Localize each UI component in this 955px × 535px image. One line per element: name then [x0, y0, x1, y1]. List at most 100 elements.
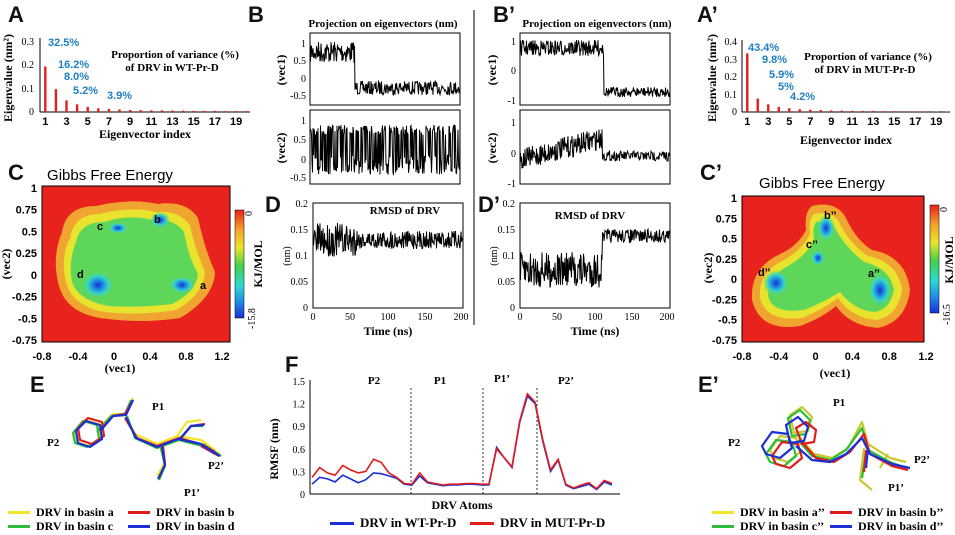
eigenvalue-bar	[893, 111, 896, 112]
panel-cp-yticks: 1 0.75 0.5 0.25 0 -0.25 -0.5 -0.75	[712, 193, 737, 347]
x-tick-label: 7	[106, 116, 112, 128]
panel-ap-pct-2: 9.8%	[762, 54, 787, 66]
eigenvalue-bar	[767, 104, 770, 112]
eigenvalue-bar	[192, 110, 195, 112]
panel-b-bot-ytick: 1	[301, 116, 306, 127]
panel-cp-basin-d-well	[763, 270, 789, 296]
y-tick-label: 0.75	[716, 213, 737, 225]
x-tick-label: 7	[807, 116, 813, 128]
panel-label-f: F	[285, 352, 299, 377]
eigenvalue-bar	[54, 89, 58, 112]
panel-a-pct-1: 32.5%	[48, 37, 79, 49]
panel-a-prime-eigenvalue-chart: 0 0.1 0.2 0.3 0.4 1 3 5 7 9 11 13 15 17 19 Eigenv…	[705, 34, 950, 147]
legend-e-d-text: DRV in basin d	[156, 519, 235, 533]
panel-d-xtick: 100	[381, 312, 396, 323]
y-tick-label: -0.75	[12, 335, 37, 347]
y-tick-label: 1.2	[293, 400, 306, 411]
panel-ap-ylabel: Eigenvalue (nm²)	[705, 34, 719, 122]
legend-f-mut-text: DRV in MUT-Pr-D	[500, 515, 606, 530]
x-tick-label: -0.4	[69, 351, 89, 363]
panel-bp-vec2-label: (vec2)	[485, 133, 499, 164]
panel-a-pct-5: 3.9%	[107, 90, 132, 102]
panel-bp-vec1-label: (vec1)	[485, 55, 499, 86]
x-tick-label: 3	[765, 116, 771, 128]
panel-dp-title: RMSD of DRV	[555, 210, 626, 222]
y-tick-label: 0.25	[16, 248, 37, 260]
x-tick-label: 0.8	[882, 351, 897, 363]
panel-e-ligand-blue	[74, 399, 221, 480]
x-tick-label: 13	[867, 116, 879, 128]
panel-ep-label: P2	[728, 437, 741, 449]
panel-c-basin-label: a	[200, 280, 207, 292]
panel-b-top-ytick: 0.5	[294, 56, 307, 67]
eigenvalue-bar	[924, 111, 927, 112]
panel-c-colorbar-label: KJ/MOL	[251, 240, 265, 287]
eigenvalue-bar	[851, 110, 854, 112]
panel-label-d: D	[265, 192, 281, 217]
panel-ap-xlabel: Eigenvector index	[800, 133, 892, 147]
legend-ep-d-text: DRV in basin d’’	[858, 519, 944, 533]
x-tick-label: 15	[188, 116, 200, 128]
panel-f-wt-series	[311, 394, 613, 491]
panel-cp-colorbar-label: KJ/MOL	[942, 236, 955, 283]
panel-d-xlabel: Time (ns)	[364, 324, 413, 338]
x-tick-label: 11	[846, 116, 858, 128]
panel-a-bars	[44, 66, 248, 112]
eigenvalue-bar	[86, 106, 89, 112]
y-tick-label: 0.75	[16, 205, 37, 217]
legend-e-a-text: DRV in basin a	[36, 505, 114, 519]
panel-b-top-ytick: 1	[301, 39, 306, 50]
panel-c-ylabel: (vec2)	[0, 249, 13, 280]
y-tick-label: 0.25	[716, 254, 737, 266]
panel-ap-pct-3: 5.9%	[769, 69, 794, 81]
y-tick-label: 1.5	[293, 377, 306, 388]
x-tick-label: 19	[930, 116, 942, 128]
eigenvalue-bar	[840, 110, 843, 112]
panel-e-label: P1’	[184, 487, 200, 499]
x-tick-label: 1	[744, 116, 750, 128]
panel-f-ylabel: RMSF (nm)	[267, 418, 281, 479]
panel-dp-rmsd-trace	[519, 227, 671, 288]
eigenvalue-bar	[213, 110, 217, 112]
panel-ep-label: P1	[833, 397, 845, 409]
eigenvalue-bar	[788, 108, 791, 112]
legend-e-a: DRV in basin a	[8, 505, 114, 520]
legend-ep-c: DRV in basin c’’	[712, 519, 824, 534]
panel-a-pct-2: 16.2%	[58, 59, 89, 71]
panel-cp-xlabel: (vec1)	[820, 366, 851, 380]
panel-bp-bot-ytick: 1	[511, 118, 516, 129]
eigenvalue-bar	[882, 111, 885, 112]
panel-ap-title-line1: Proportion of variance (%)	[804, 51, 932, 63]
panel-label-a: A	[8, 2, 24, 27]
panel-c-basin-d-well	[82, 271, 114, 299]
panel-ap-ytick: 0.1	[725, 90, 738, 101]
panel-d-xtick: 200	[454, 312, 469, 323]
panel-label-c: C	[8, 160, 24, 185]
panel-d-prime-rmsd: RMSD of DRV 0.2 0.15 0.1 0.05 0 0 50 100…	[489, 199, 675, 338]
panel-cp-basin-label: a’’	[868, 268, 880, 280]
legend-f-mut: DRV in MUT-Pr-D	[470, 515, 605, 531]
x-tick-label: 0.4	[845, 351, 861, 363]
panel-d-ytick: 0	[303, 303, 308, 314]
panel-cp-title: Gibbs Free Energy	[759, 175, 885, 192]
panel-ep-ligand-red	[770, 420, 909, 473]
x-tick-label: 17	[909, 116, 921, 128]
panel-f-region-label: P2	[368, 375, 381, 387]
panel-bp-vec1-trace	[519, 39, 671, 98]
panel-f-mut-series	[311, 392, 613, 490]
panel-b-prime-projection: Projection on eigenvectors (nm) 1 0 -1 1…	[485, 18, 672, 190]
y-tick-label: 1	[731, 193, 737, 205]
panel-c-xticks: -0.8 -0.4 0 0.4 0.8 1.2	[33, 351, 230, 363]
panel-a-title-line2: of DRV in WT-Pr-D	[125, 62, 218, 74]
panel-dp-xtick: 150	[625, 312, 640, 323]
eigenvalue-bar	[203, 110, 206, 112]
eigenvalue-bar	[935, 111, 938, 112]
x-tick-label: 5	[85, 116, 91, 128]
legend-ep-a-text: DRV in basin a’’	[740, 505, 825, 519]
eigenvalue-bar	[160, 110, 164, 112]
panel-c-basin-a-well	[169, 276, 195, 294]
panel-ap-bars	[746, 53, 948, 112]
eigenvalue-bar	[914, 111, 917, 112]
panel-d-xtick: 150	[418, 312, 433, 323]
panel-b-bot-ytick: 0	[301, 155, 306, 166]
